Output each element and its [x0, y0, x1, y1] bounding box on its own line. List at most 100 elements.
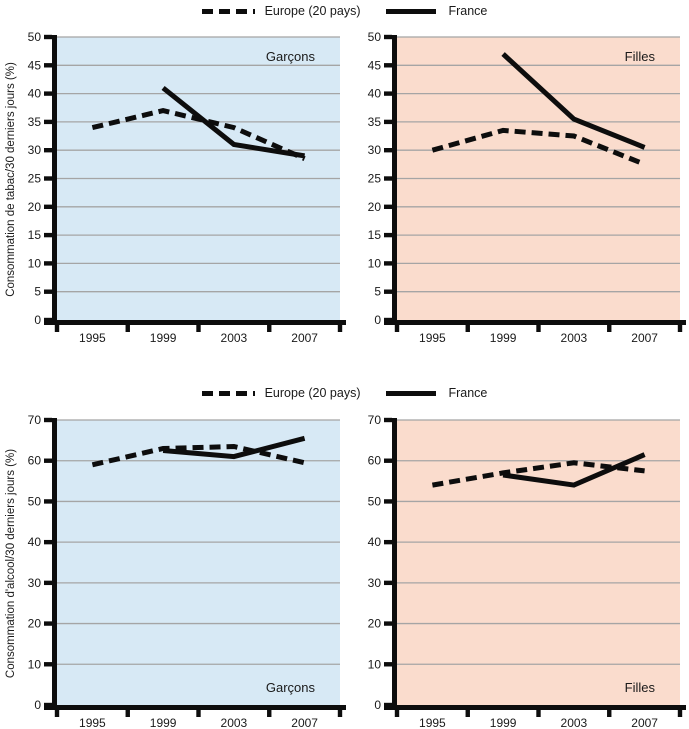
y-tick-label: 20	[368, 200, 382, 214]
y-axis-tick	[384, 34, 392, 40]
y-axis-tick	[44, 458, 52, 463]
x-axis-tick	[54, 709, 60, 717]
y-tick-label: 5	[374, 285, 381, 299]
x-tick-label: 1995	[419, 716, 446, 729]
y-axis-tick	[384, 63, 392, 68]
x-axis-tick	[394, 324, 400, 332]
y-tick-label: 0	[374, 313, 381, 327]
y-axis-tick	[44, 148, 52, 153]
y-axis-tick	[384, 580, 392, 586]
y-axis-tick	[44, 204, 52, 209]
y-axis-tick	[44, 417, 52, 423]
y-axis-tick	[384, 119, 392, 125]
x-axis-tick	[267, 324, 272, 332]
series-line-europe	[91, 443, 306, 468]
y-axis-tick	[44, 176, 52, 181]
series-line-france	[162, 435, 306, 460]
y-tick-label: 0	[34, 698, 41, 712]
y-axis-tick	[384, 261, 392, 266]
y-tick-label: 40	[368, 535, 382, 549]
y-tick-label: 20	[28, 617, 42, 631]
x-tick-label: 1995	[79, 716, 106, 729]
x-axis-line	[384, 705, 686, 710]
x-axis-tick	[536, 709, 541, 717]
x-axis-line	[384, 320, 686, 325]
x-tick-label: 1999	[490, 716, 517, 729]
chart-panel-tobacco-girls: 0 5 10 15 20 25 30 35 40 45 50 1995 1999 2003 2007 Fill…	[368, 30, 686, 345]
panel-corner-label: Garçons	[266, 680, 316, 695]
legend-label-europe: Europe (20 pays)	[264, 386, 361, 400]
x-tick-label: 2003	[221, 331, 248, 345]
legend-tobacco: Europe (20 pays) France	[0, 2, 689, 20]
x-tick-label: 2003	[561, 331, 588, 345]
y-axis-tick	[384, 458, 392, 463]
x-axis-tick	[536, 324, 541, 332]
panel-corner-label: Filles	[625, 680, 656, 695]
y-tick-label: 40	[28, 87, 42, 101]
y-axis-tick	[384, 499, 392, 504]
series-line-france	[501, 52, 646, 150]
y-tick-label: 35	[368, 115, 382, 129]
x-tick-label: 1999	[150, 331, 177, 345]
x-axis-tick	[677, 709, 683, 717]
plot-background	[57, 420, 340, 705]
y-axis-line	[392, 35, 397, 325]
series-line-europe	[431, 127, 646, 167]
x-tick-label: 2003	[561, 716, 588, 729]
y-axis-tick	[44, 232, 52, 238]
y-tick-label: 0	[34, 313, 41, 327]
y-tick-label: 20	[368, 617, 382, 631]
x-axis-tick	[677, 324, 683, 332]
x-axis-line	[44, 705, 346, 710]
x-tick-label: 1999	[490, 331, 517, 345]
x-axis-tick	[196, 324, 201, 332]
y-axis-tick	[384, 204, 392, 209]
x-axis-tick	[125, 324, 130, 332]
x-axis-tick	[465, 324, 470, 332]
y-tick-label: 20	[28, 200, 42, 214]
y-axis-line	[52, 418, 57, 710]
y-tick-label: 25	[368, 172, 382, 186]
y-axis-tick	[384, 417, 392, 423]
y-axis-tick	[384, 662, 392, 667]
legend-alcohol: Europe (20 pays) France	[0, 384, 689, 402]
x-tick-label: 2007	[631, 716, 658, 729]
x-axis-tick	[125, 709, 130, 717]
x-tick-label: 2007	[631, 331, 658, 345]
france-solid-line-icon	[386, 390, 437, 396]
panel-corner-label: Garçons	[266, 49, 316, 64]
x-tick-label: 2007	[291, 331, 318, 345]
y-tick-label: 10	[368, 256, 382, 270]
y-tick-label: 40	[28, 535, 42, 549]
y-tick-label: 10	[368, 657, 382, 671]
y-tick-label: 40	[368, 87, 382, 101]
x-axis-tick	[394, 709, 400, 717]
y-tick-label: 30	[28, 576, 42, 590]
y-tick-label: 60	[28, 454, 42, 468]
y-axis-tick	[44, 662, 52, 667]
y-axis-tick	[44, 580, 52, 586]
x-axis-tick	[54, 324, 60, 332]
y-tick-label: 30	[368, 576, 382, 590]
y-axis-tick	[44, 63, 52, 68]
y-axis-tick	[384, 148, 392, 153]
series-line-france	[502, 452, 646, 488]
y-axis-tick	[44, 539, 52, 545]
chart-panel-alcohol-girls: 0 10 20 30 40 50 60 70 1995 1999 2003 2007 Filles	[368, 413, 686, 729]
y-tick-label: 50	[28, 30, 42, 44]
y-axis-tick	[384, 702, 392, 708]
y-axis-tick	[384, 91, 392, 96]
x-axis-tick	[607, 324, 612, 332]
y-axis-tick	[44, 34, 52, 40]
chart-panel-alcohol-boys: 0 10 20 30 40 50 60 70 1995 1999 2003 2007 Garçons	[28, 413, 346, 729]
y-tick-label: 45	[368, 58, 382, 72]
panel-corner-label: Filles	[625, 49, 656, 64]
x-tick-label: 1995	[79, 331, 106, 345]
chart-panel-tobacco-boys: 0 5 10 15 20 25 30 35 40 45 50 1995 1999 2003 2007 Garç…	[28, 30, 346, 345]
y-tick-label: 60	[368, 454, 382, 468]
y-axis-tick	[384, 539, 392, 545]
x-tick-label: 1999	[150, 716, 177, 729]
x-axis-tick	[196, 709, 201, 717]
europe-dashed-line-icon	[201, 390, 255, 396]
plot-background	[397, 420, 680, 705]
